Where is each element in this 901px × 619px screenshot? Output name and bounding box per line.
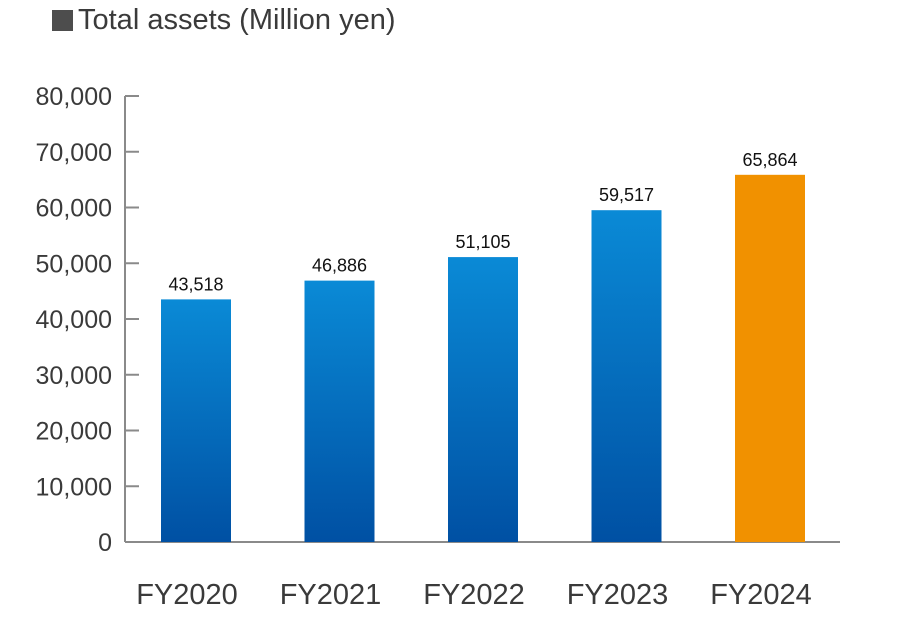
bar-fy2023 (591, 210, 662, 542)
category-label: FY2020 (136, 579, 238, 611)
y-tick-label: 80,000 (36, 83, 112, 111)
y-tick-label: 50,000 (36, 250, 112, 278)
y-tick-label: 0 (98, 529, 112, 557)
value-label: 65,864 (742, 150, 797, 170)
category-label: FY2023 (567, 579, 669, 611)
bar-fy2020 (161, 299, 231, 542)
y-tick-label: 30,000 (36, 362, 112, 390)
category-label: FY2022 (423, 579, 525, 611)
bars (161, 174, 805, 542)
title-bullet-icon (52, 10, 73, 31)
y-tick-label: 60,000 (36, 195, 112, 223)
bar-fy2022 (448, 257, 518, 542)
y-tick-label: 40,000 (36, 306, 112, 334)
value-label: 43,518 (168, 274, 223, 294)
chart-title-text: Total assets (Million yen) (78, 4, 396, 36)
value-label: 59,517 (599, 185, 654, 205)
category-label: FY2024 (710, 579, 812, 611)
bar-fy2024 (735, 174, 805, 542)
y-tick-label: 70,000 (36, 139, 112, 167)
value-label: 46,886 (312, 256, 367, 276)
chart-title: Total assets (Million yen) (52, 4, 396, 37)
labels: 43,518 FY2020 46,886 FY2021 51,105 FY2022 59,5… (136, 150, 812, 611)
y-tick-label: 20,000 (36, 418, 112, 446)
y-tick-label: 10,000 (36, 473, 112, 501)
bar-fy2021 (304, 280, 375, 542)
axes: 0 10,000 20,000 30,000 40,000 50,000 60,000 70,… (36, 83, 840, 557)
category-label: FY2021 (280, 579, 382, 611)
value-label: 51,105 (455, 232, 510, 252)
